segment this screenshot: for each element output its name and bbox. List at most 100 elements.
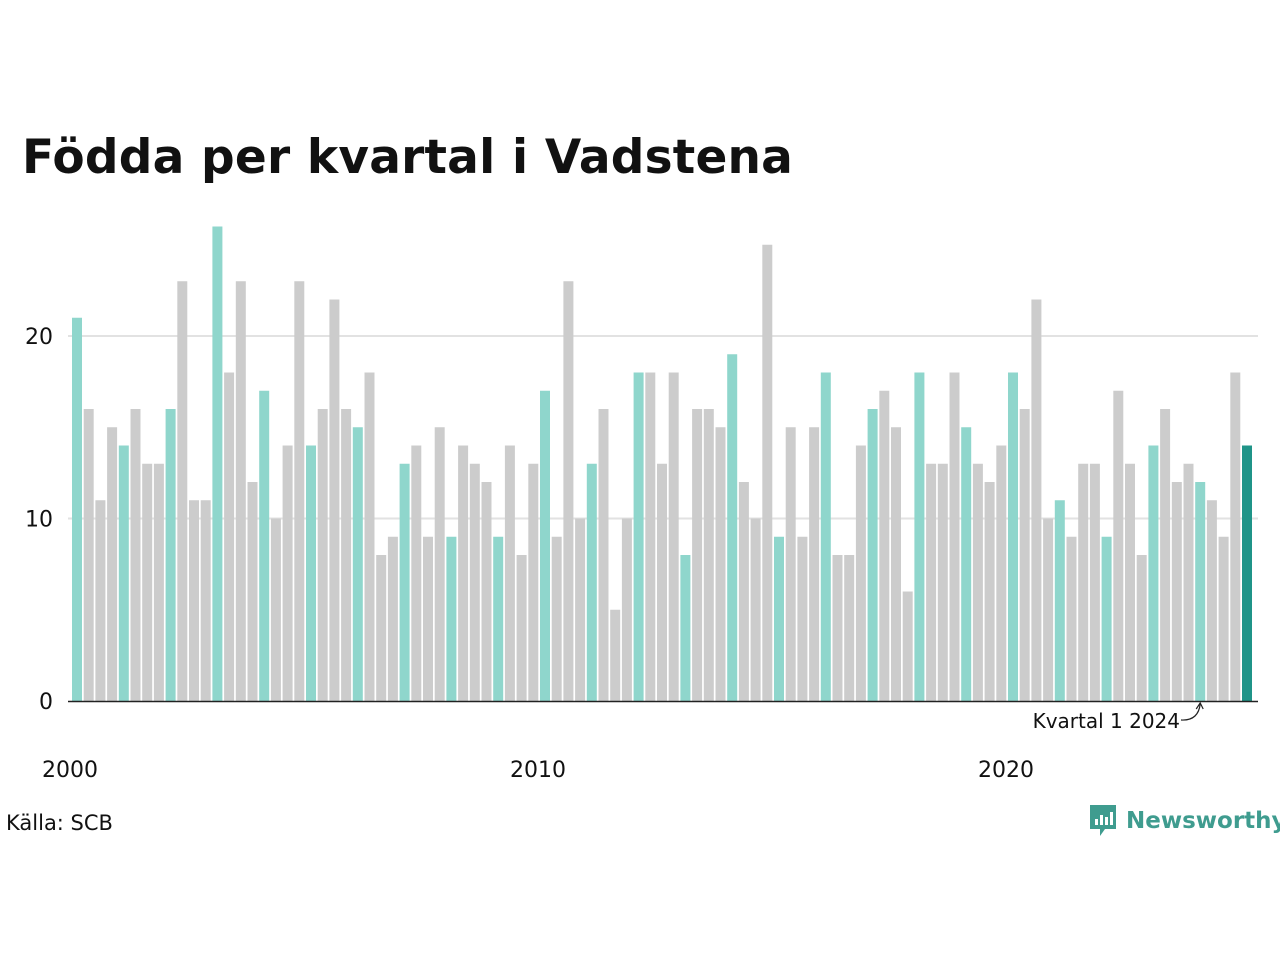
bar [961, 427, 972, 701]
newsworthy-logo-icon [1090, 805, 1116, 836]
bar [153, 463, 164, 701]
bar [189, 500, 199, 701]
bar [949, 372, 960, 701]
bar [118, 445, 129, 701]
x-tick-labels: 2000 2010 2020 [42, 758, 1034, 783]
bar [224, 372, 235, 701]
bar [972, 463, 983, 701]
bar [820, 372, 831, 701]
y-tick-label: 10 [25, 508, 53, 533]
bar [563, 281, 574, 701]
bar [294, 281, 305, 701]
bar [610, 609, 621, 701]
bar [797, 536, 808, 701]
bar [926, 463, 937, 701]
bar [1031, 299, 1042, 701]
bar [1008, 372, 1018, 701]
bar [703, 409, 714, 701]
bar [352, 427, 363, 701]
bar [1218, 536, 1229, 701]
bar [1113, 390, 1124, 701]
bar [399, 463, 410, 701]
y-tick-label: 0 [39, 690, 53, 715]
bar [1230, 372, 1241, 701]
bar [575, 518, 586, 701]
bar [715, 427, 726, 701]
annotation-arrowhead [1195, 701, 1204, 710]
bar-chart: 0 10 20 2000 2010 2020 Kvartal 1 2024 [25, 226, 1258, 783]
bar [247, 482, 258, 701]
bar [1183, 463, 1194, 701]
annotation-label: Kvartal 1 2024 [1033, 709, 1180, 733]
x-tick-label: 2000 [42, 758, 98, 783]
source-label: Källa: SCB [6, 811, 113, 835]
bar [937, 463, 948, 701]
bar [914, 372, 925, 701]
brand-logo: Newsworthy [1088, 803, 1280, 839]
bar [107, 427, 118, 701]
bar [235, 281, 246, 701]
bar [165, 409, 176, 701]
bar [469, 463, 480, 701]
bar [750, 518, 761, 701]
bar [867, 409, 878, 701]
bar [996, 445, 1007, 701]
bar [1066, 536, 1077, 701]
bar [1195, 482, 1206, 701]
bar [727, 354, 738, 701]
bar [306, 445, 316, 701]
bar [657, 463, 667, 701]
bar [1206, 500, 1217, 701]
annotation-arrow [1180, 703, 1201, 721]
bar [680, 555, 691, 701]
y-tick-label: 20 [25, 325, 53, 350]
bar [493, 536, 504, 701]
bar [1089, 463, 1100, 701]
brand-name: Newsworthy [1126, 808, 1280, 834]
bar [446, 536, 457, 701]
bar [1054, 500, 1065, 701]
bar [879, 390, 890, 701]
bar [809, 427, 820, 701]
bar [855, 445, 866, 701]
bar [633, 372, 644, 701]
bar [411, 445, 422, 701]
bar [387, 536, 398, 701]
bar [83, 409, 94, 701]
bar [762, 244, 773, 701]
bar [1171, 482, 1182, 701]
bar [341, 409, 352, 701]
bar [1148, 445, 1159, 701]
bar [72, 317, 82, 701]
bar [598, 409, 609, 701]
bar [891, 427, 901, 701]
bar [692, 409, 703, 701]
bar [668, 372, 679, 701]
annotation: Kvartal 1 2024 [1033, 701, 1204, 733]
y-tick-labels: 0 10 20 [25, 325, 53, 715]
bar [458, 445, 469, 701]
bar [481, 482, 492, 701]
bar [738, 482, 749, 701]
bar [774, 536, 784, 701]
bar [1242, 445, 1252, 701]
bar [142, 463, 153, 701]
bar [504, 445, 515, 701]
bar [212, 226, 223, 701]
bar [376, 555, 387, 701]
bar [364, 372, 375, 701]
bar [423, 536, 433, 701]
bar [177, 281, 188, 701]
bar [832, 555, 843, 701]
bar [329, 299, 340, 701]
bar [902, 591, 913, 701]
bar [270, 518, 281, 701]
bar [785, 427, 796, 701]
bar [200, 500, 211, 701]
bars [72, 226, 1252, 701]
bar [551, 536, 562, 701]
bar [434, 427, 445, 701]
bar [844, 555, 855, 701]
bar [528, 463, 539, 701]
bar [259, 390, 270, 701]
